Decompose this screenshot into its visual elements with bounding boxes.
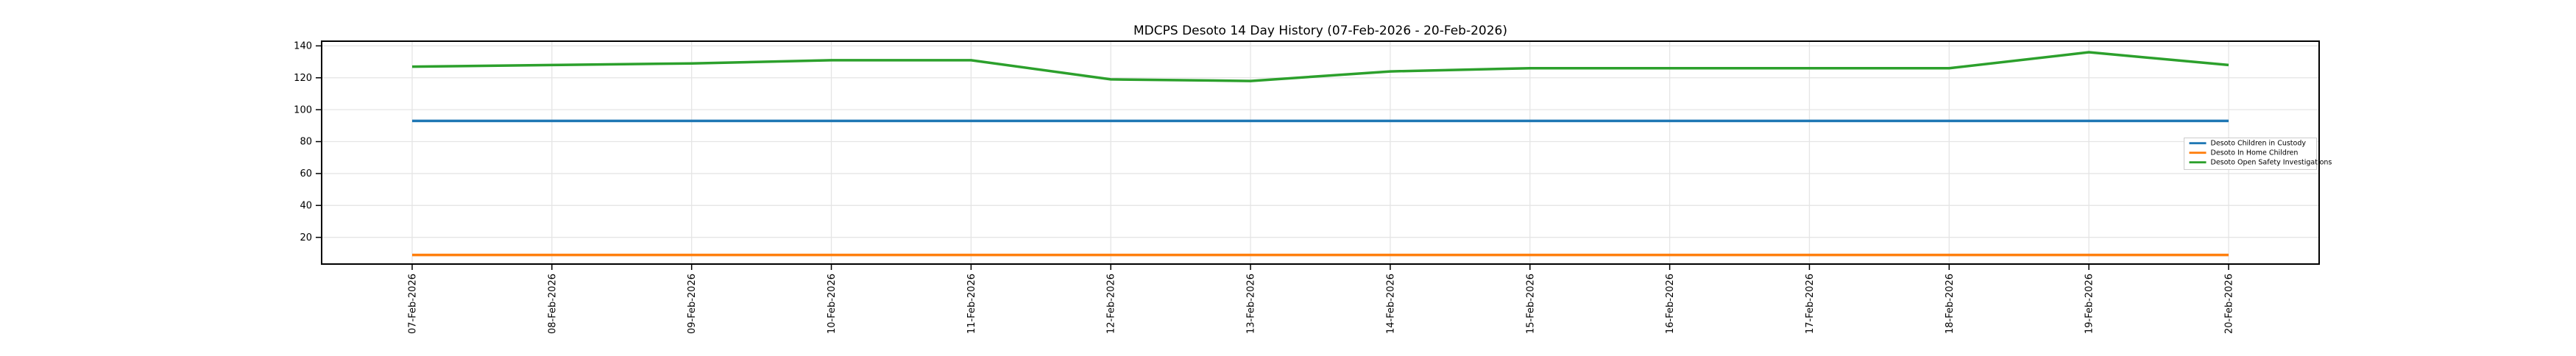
grid-layer bbox=[322, 41, 2319, 264]
chart-title: MDCPS Desoto 14 Day History (07-Feb-2026… bbox=[1133, 24, 1507, 38]
plot-border bbox=[321, 40, 2320, 265]
series-line-desoto-open-safety-investigations bbox=[411, 51, 2229, 82]
x-tick-label: 18-Feb-2026 bbox=[1945, 274, 1956, 334]
y-tick-label: 100 bbox=[294, 104, 312, 115]
x-tick-label: 14-Feb-2026 bbox=[1385, 274, 1396, 334]
x-tick-label: 09-Feb-2026 bbox=[687, 274, 698, 334]
x-tick-label: 13-Feb-2026 bbox=[1246, 274, 1257, 334]
y-tick-label: 80 bbox=[300, 137, 312, 148]
axes-layer: 20 40 60 80 100 120 140 07-Feb-2026 08-Feb-2026 0… bbox=[294, 40, 2320, 334]
legend-label: Desoto Children in Custody bbox=[2211, 140, 2307, 148]
legend-item-desoto-open-safety-investigations: Desoto Open Safety Investigations bbox=[2189, 159, 2332, 167]
y-tick-label: 60 bbox=[300, 168, 312, 179]
x-tick-label: 11-Feb-2026 bbox=[966, 274, 977, 334]
legend-label: Desoto In Home Children bbox=[2211, 149, 2299, 157]
x-tick-label: 20-Feb-2026 bbox=[2223, 274, 2234, 334]
series-layer bbox=[411, 51, 2229, 257]
y-tick-label: 20 bbox=[300, 232, 312, 243]
legend-item-desoto-children-in-custody: Desoto Children in Custody bbox=[2189, 140, 2307, 148]
x-tick-label: 10-Feb-2026 bbox=[827, 274, 838, 334]
y-tick-label: 120 bbox=[294, 73, 312, 84]
legend-item-desoto-in-home-children: Desoto In Home Children bbox=[2189, 149, 2299, 157]
x-tick-label: 12-Feb-2026 bbox=[1106, 274, 1117, 334]
x-tick-label: 17-Feb-2026 bbox=[1805, 274, 1816, 334]
legend-label: Desoto Open Safety Investigations bbox=[2211, 159, 2332, 167]
x-tick-label: 08-Feb-2026 bbox=[547, 274, 558, 334]
y-tick-label: 140 bbox=[294, 41, 312, 52]
y-tick-label: 40 bbox=[300, 200, 312, 211]
x-tick-label: 16-Feb-2026 bbox=[1665, 274, 1676, 334]
x-tick-label: 19-Feb-2026 bbox=[2084, 274, 2095, 334]
x-tick-label: 15-Feb-2026 bbox=[1525, 274, 1536, 334]
x-tick-label: 07-Feb-2026 bbox=[408, 274, 419, 334]
